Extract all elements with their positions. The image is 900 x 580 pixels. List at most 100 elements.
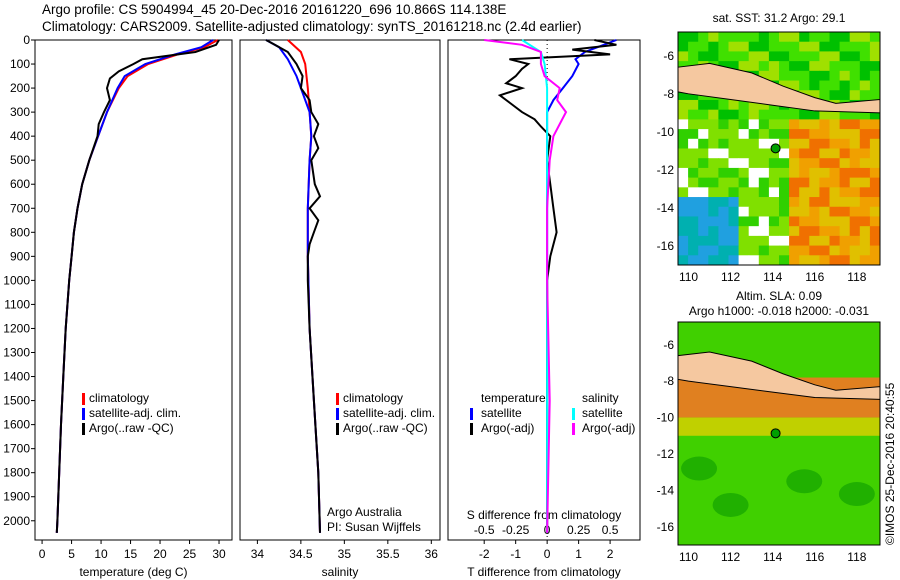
x-axis-label: temperature (deg C) [79, 565, 187, 579]
sst-cell [839, 216, 851, 227]
sst-cell [839, 177, 851, 188]
sst-cell [678, 177, 689, 188]
sst-cell [708, 148, 719, 159]
sst-cell [779, 167, 790, 179]
sst-cell [728, 226, 740, 237]
sst-cell [728, 41, 740, 52]
sst-cell [809, 197, 820, 208]
y-tick-label: 1100 [4, 297, 30, 311]
sst-cell [708, 187, 719, 198]
sst-cell [849, 41, 861, 52]
sst-cell [738, 119, 750, 130]
sst-cell [688, 129, 699, 140]
sst-cell [829, 109, 841, 120]
sst-cell [738, 129, 750, 140]
difference-frame [447, 39, 641, 541]
sst-cell [849, 61, 861, 72]
sst-cell [789, 80, 800, 91]
sst-cell [799, 216, 810, 227]
y-tick-label: 2000 [3, 514, 30, 528]
x-tick-label: 5 [68, 547, 75, 561]
sst-cell [809, 90, 820, 101]
sst-cell [799, 148, 810, 159]
sst-cell [748, 206, 760, 217]
sst-cell [758, 70, 770, 82]
sst-cell [869, 235, 881, 247]
sst-cell [799, 197, 810, 208]
sst-cell [809, 255, 820, 266]
sst-cell [829, 80, 841, 91]
legend-swatch [336, 393, 339, 405]
y-tick-label: 0 [23, 33, 30, 47]
sst-cell [708, 197, 719, 208]
legend-label: Argo(..raw -QC) [89, 421, 174, 435]
sst-cell [869, 167, 881, 179]
sst-cell [869, 70, 881, 82]
sst-cell [758, 32, 770, 43]
sst-cell [678, 129, 689, 140]
sst-cell [738, 99, 750, 111]
title-line-1: Argo profile: CS 5904994_45 20-Dec-2016 … [42, 2, 507, 17]
sst-cell [819, 80, 830, 91]
sst-cell [799, 187, 810, 198]
sst-cell [789, 187, 800, 198]
s-tick-label: -0.5 [474, 523, 495, 537]
sst-cell [869, 109, 881, 120]
sst-cell [678, 138, 689, 149]
sst-cell [728, 148, 740, 159]
sst-cell [688, 197, 699, 208]
x-tick-label: 35.5 [376, 547, 400, 561]
sst-cell [839, 158, 851, 169]
y-tick-label: 1400 [3, 370, 30, 384]
sst-cell [698, 167, 709, 179]
sst-cell [809, 119, 820, 130]
sst-cell [809, 51, 820, 62]
sst-cell [688, 216, 699, 227]
sst-cell [738, 226, 750, 237]
sst-cell [839, 90, 851, 101]
map-frame [677, 321, 881, 546]
y-tick-label: 1500 [3, 394, 30, 408]
sst-cell [839, 226, 851, 237]
sst-cell [809, 138, 820, 149]
legend-label: climatology [343, 391, 403, 405]
sst-cell [688, 226, 699, 237]
sst-cell [688, 187, 699, 198]
sst-cell [819, 148, 830, 159]
sst-cell [758, 167, 770, 179]
sst-cell [718, 129, 729, 140]
series-line-argo---raw--qc- [55, 39, 220, 533]
sst-cell [698, 177, 709, 188]
s-tick-label: 0.25 [567, 523, 591, 537]
sst-cell [859, 226, 871, 237]
sst-cell [789, 119, 800, 130]
sst-cell [829, 167, 841, 179]
sst-cell [839, 61, 851, 72]
sst-cell [869, 41, 881, 52]
sst-cell [768, 158, 780, 169]
y-tick-label: 1800 [3, 466, 30, 480]
sst-cell [678, 90, 689, 101]
sst-cell [839, 148, 851, 159]
sst-cell [799, 109, 810, 120]
sst-cell [829, 187, 841, 198]
lon-tick-label: 112 [721, 550, 740, 564]
sst-cell [738, 51, 750, 62]
s-tick-label: 0.5 [602, 523, 619, 537]
lat-tick-label: -12 [657, 163, 675, 177]
sst-cell [698, 99, 709, 111]
sst-cell [748, 148, 760, 159]
sst-cell [809, 167, 820, 179]
sla-map-title: Altim. SLA: 0.09 [736, 289, 822, 303]
sst-cell [748, 177, 760, 188]
sst-cell [799, 129, 810, 140]
sst-cell [708, 216, 719, 227]
sst-cell [688, 206, 699, 217]
sst-cell [829, 255, 841, 266]
sst-cell [849, 51, 861, 62]
sst-cell [829, 119, 841, 130]
sst-cell [698, 148, 709, 159]
sst-cell [829, 41, 841, 52]
x-tick-label: 36 [425, 547, 439, 561]
sst-cell [708, 226, 719, 237]
